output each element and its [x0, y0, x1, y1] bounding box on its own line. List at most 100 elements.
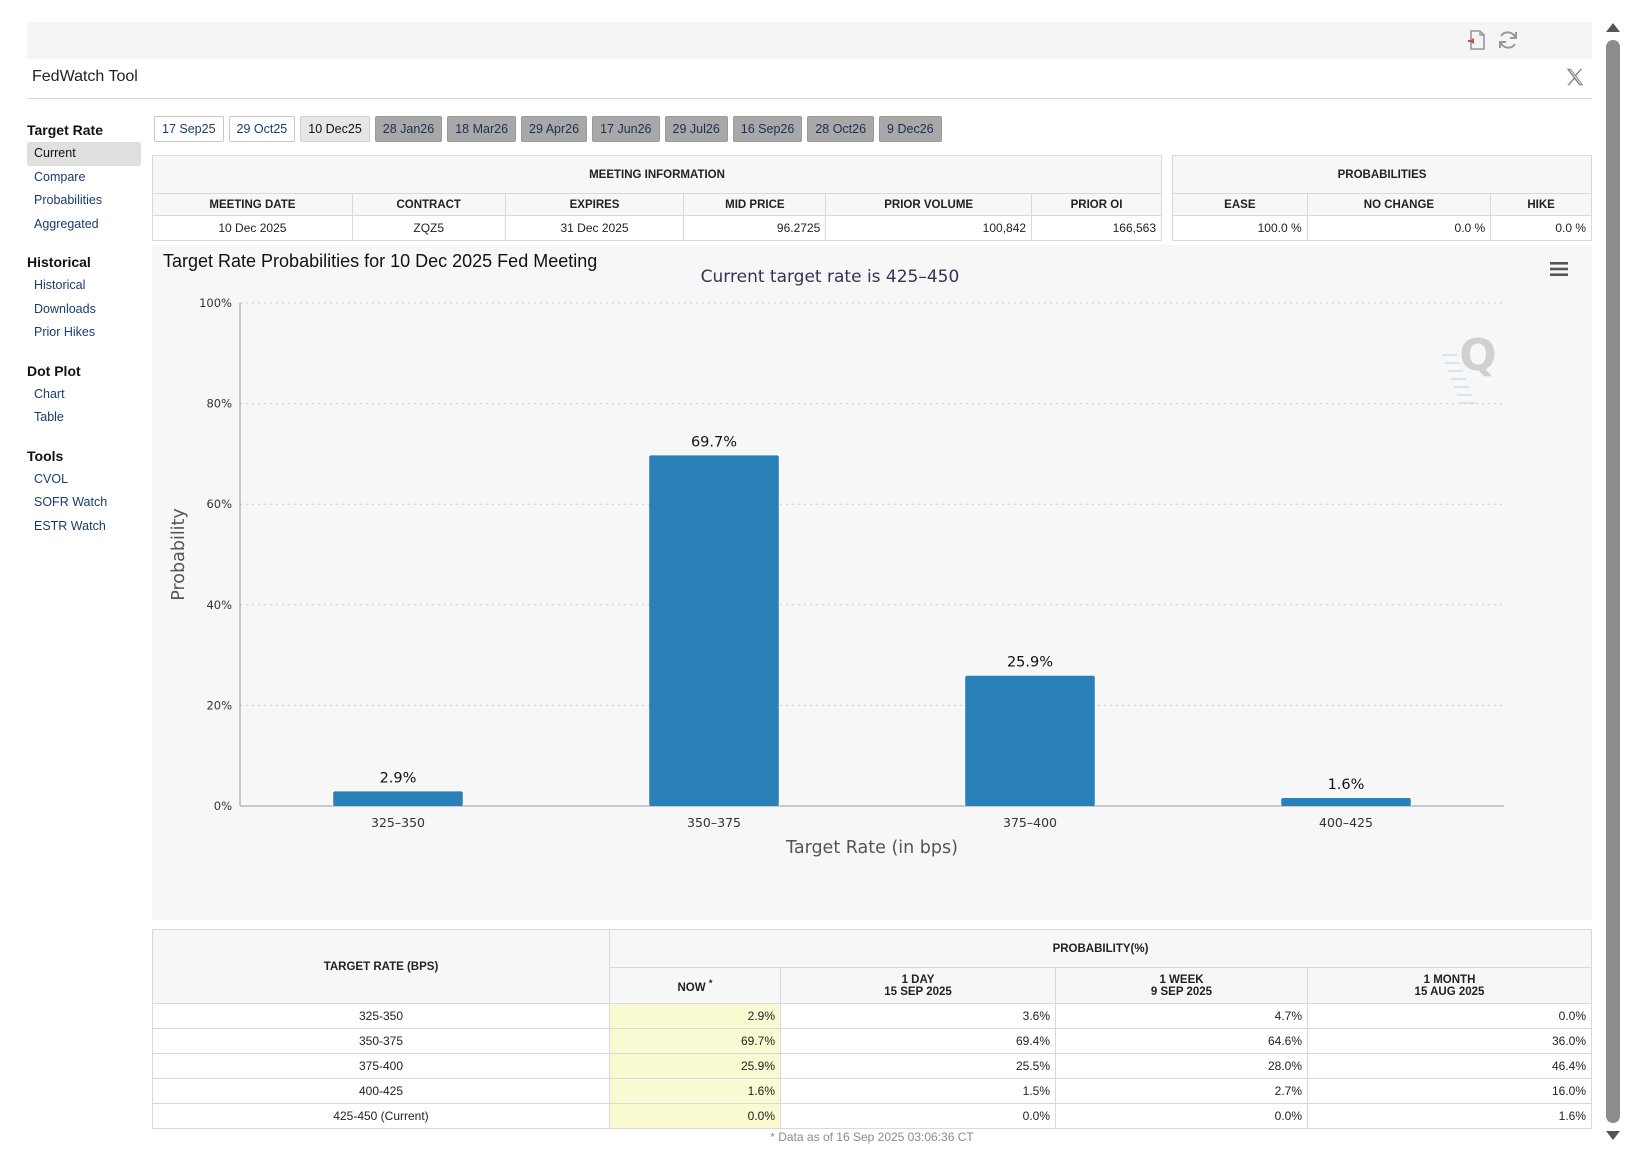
week-cell: 4.7%	[1055, 1003, 1308, 1029]
bar-data-label: 2.9%	[380, 770, 417, 786]
x-tick-label: 325–350	[371, 815, 425, 830]
sidebar-item-prior-hikes[interactable]: Prior Hikes	[34, 325, 96, 339]
col-target-rate: TARGET RATE (BPS)	[152, 929, 610, 1004]
month-cell: 46.4%	[1307, 1053, 1592, 1079]
meeting-tabs: 17 Sep25 29 Oct25 10 Dec25 28 Jan26 18 M…	[154, 116, 942, 142]
col-meeting-date: MEETING DATE	[152, 193, 353, 216]
col-no-change: NO CHANGE	[1306, 193, 1492, 216]
month-cell: 36.0%	[1307, 1028, 1592, 1054]
week-cell: 2.7%	[1055, 1078, 1308, 1104]
rate-cell: 325-350	[152, 1003, 610, 1029]
sidebar-gap	[27, 236, 141, 242]
sidebar-item-chart[interactable]: Chart	[34, 386, 65, 401]
scroll-down-arrow-icon[interactable]	[1606, 1131, 1620, 1140]
tab-29-oct25[interactable]: 29 Oct25	[228, 116, 296, 142]
chart-menu-icon[interactable]	[1548, 259, 1570, 279]
chart-title: Target Rate Probabilities for 10 Dec 202…	[163, 251, 598, 271]
col-prior-volume: PRIOR VOLUME	[825, 193, 1033, 216]
table-row: 350-375 69.7% 69.4% 64.6% 36.0%	[152, 1028, 1592, 1054]
sidebar-item-downloads[interactable]: Downloads	[34, 301, 96, 316]
col-1-week-date: 9 SEP 2025	[1150, 985, 1213, 998]
col-hike: HIKE	[1490, 193, 1592, 216]
col-1-day-date: 15 SEP 2025	[884, 985, 952, 998]
sidebar-item-sofr-watch[interactable]: SOFR Watch	[34, 495, 108, 509]
probability-chart: Current target rate is 425–450 Q 0% 20% 40% 6…	[152, 245, 1592, 920]
day-cell: 1.5%	[780, 1078, 1056, 1104]
bar	[333, 791, 463, 806]
meeting-date-value: 10 Dec 2025	[152, 215, 353, 241]
y-tick-label: 20%	[206, 698, 232, 712]
toolbar	[27, 22, 1592, 59]
tab-28-oct26[interactable]: 28 Oct26	[807, 116, 875, 142]
no-change-value: 0.0 %	[1306, 215, 1492, 241]
refresh-icon[interactable]	[1496, 28, 1520, 52]
sidebar-item-current[interactable]: Current	[27, 142, 141, 166]
day-cell: 3.6%	[780, 1003, 1056, 1029]
sidebar-item-probabilities[interactable]: Probabilities	[34, 193, 103, 207]
probabilities-table: PROBABILITIES EASE NO CHANGE HIKE 100.0 …	[1172, 155, 1592, 241]
col-now: NOW *	[609, 967, 781, 1004]
col-1-week-label: 1 WEEK	[1159, 973, 1204, 986]
sidebar-item-aggregated[interactable]: Aggregated	[34, 216, 99, 231]
pdf-export-icon[interactable]	[1465, 28, 1489, 52]
tab-10-dec25[interactable]: 10 Dec25	[300, 116, 370, 142]
scroll-up-arrow-icon[interactable]	[1606, 23, 1620, 32]
day-cell: 0.0%	[780, 1103, 1056, 1129]
day-cell: 69.4%	[780, 1028, 1056, 1054]
bar-data-label: 25.9%	[1007, 655, 1053, 671]
sidebar-heading-target-rate: Target Rate	[27, 122, 103, 138]
col-1-month: 1 MONTH 15 AUG 2025	[1307, 967, 1592, 1004]
y-tick-label: 60%	[206, 497, 232, 511]
table-row: 425-450 (Current) 0.0% 0.0% 0.0% 1.6%	[152, 1103, 1592, 1129]
month-cell: 16.0%	[1307, 1078, 1592, 1104]
quikstrike-logo-icon: Q	[1442, 330, 1497, 404]
rate-cell: 375-400	[152, 1053, 610, 1079]
x-social-icon[interactable]	[1564, 66, 1588, 90]
hike-value: 0.0 %	[1490, 215, 1592, 241]
meeting-info-table: MEETING INFORMATION MEETING DATE CONTRAC…	[152, 155, 1162, 241]
tab-17-sep25[interactable]: 17 Sep25	[154, 116, 224, 142]
sidebar-item-table[interactable]: Table	[34, 410, 64, 424]
sidebar-item-estr-watch[interactable]: ESTR Watch	[34, 518, 106, 533]
now-cell: 0.0%	[609, 1103, 781, 1129]
sidebar-heading-historical: Historical	[27, 254, 91, 270]
now-cell: 1.6%	[609, 1078, 781, 1104]
y-tick-label: 80%	[206, 397, 232, 411]
col-1-day: 1 DAY 15 SEP 2025	[780, 967, 1056, 1004]
tab-17-jun26[interactable]: 17 Jun26	[592, 116, 660, 142]
sidebar: Target Rate Current Compare Probabilitie…	[27, 118, 141, 538]
tab-16-sep26[interactable]: 16 Sep26	[732, 116, 803, 142]
tab-29-jul26[interactable]: 29 Jul26	[664, 116, 728, 142]
chart-subtitle: Current target rate is 425–450	[701, 267, 960, 287]
sidebar-item-compare[interactable]: Compare	[34, 169, 86, 184]
week-cell: 0.0%	[1055, 1103, 1308, 1129]
rate-cell: 350-375	[152, 1028, 610, 1054]
x-tick-label: 375–400	[1003, 815, 1057, 830]
col-contract: CONTRACT	[351, 193, 506, 216]
col-ease: EASE	[1172, 193, 1308, 216]
contract-value: ZQZ5	[351, 215, 506, 241]
tab-9-dec26[interactable]: 9 Dec26	[879, 116, 942, 142]
bar-data-label: 69.7%	[691, 434, 737, 450]
chart-canvas: Current target rate is 425–450 Q 0% 20% 40% 6…	[169, 267, 1504, 858]
tab-18-mar26[interactable]: 18 Mar26	[447, 116, 517, 142]
week-cell: 28.0%	[1055, 1053, 1308, 1079]
y-tick-label: 100%	[199, 296, 232, 310]
scrollbar-thumb[interactable]	[1606, 40, 1620, 1123]
rate-cell: 400-425	[152, 1078, 610, 1104]
col-prior-oi: PRIOR OI	[1031, 193, 1162, 216]
logo-glyph: Q	[1459, 330, 1496, 381]
prior-volume-value: 100,842	[825, 215, 1033, 241]
now-cell: 2.9%	[609, 1003, 781, 1029]
sidebar-item-cvol[interactable]: CVOL	[34, 471, 69, 486]
sidebar-heading-dot-plot: Dot Plot	[27, 362, 81, 379]
week-cell: 64.6%	[1055, 1028, 1308, 1054]
tab-28-jan26[interactable]: 28 Jan26	[374, 116, 443, 142]
tab-29-apr26[interactable]: 29 Apr26	[521, 116, 588, 142]
x-tick-label: 350–375	[687, 815, 741, 830]
col-expires: EXPIRES	[504, 193, 685, 216]
col-now-footnote-mark: *	[708, 977, 713, 989]
sidebar-item-historical[interactable]: Historical	[34, 278, 86, 292]
col-1-week: 1 WEEK 9 SEP 2025	[1055, 967, 1308, 1004]
prior-oi-value: 166,563	[1031, 215, 1162, 241]
